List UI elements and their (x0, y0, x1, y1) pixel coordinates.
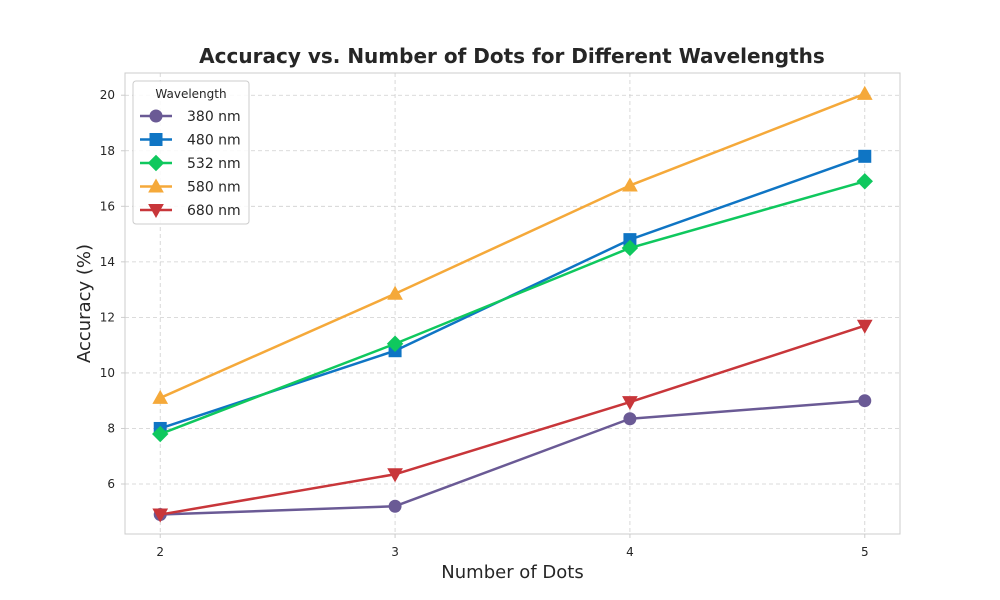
data-point (152, 389, 169, 404)
legend-marker (148, 178, 164, 193)
data-point (387, 285, 403, 300)
y-tick-label: 14 (100, 255, 115, 269)
data-point (388, 499, 402, 513)
legend-item: 580 nm (140, 178, 241, 196)
series-580-nm (152, 85, 873, 404)
legend-title: Wavelength (155, 87, 226, 101)
legend: Wavelength 380 nm 480 nm 532 nm 580 nm 680 n… (132, 80, 250, 225)
legend-marker (149, 133, 163, 146)
legend-item: 532 nm (140, 154, 241, 172)
x-axis-label: Number of Dots (441, 562, 583, 583)
data-point (856, 173, 873, 190)
y-tick-label: 20 (100, 88, 115, 102)
y-tick-label: 18 (100, 144, 115, 158)
series-680-nm (152, 319, 873, 523)
series-layer (152, 85, 873, 523)
series-480-nm (153, 149, 872, 435)
y-tick-label: 12 (100, 310, 115, 324)
data-point (858, 394, 872, 408)
plot-area (124, 72, 901, 535)
series-380-nm (153, 394, 872, 522)
chart-title: Accuracy vs. Number of Dots for Differen… (199, 44, 825, 68)
legend-marker (149, 109, 163, 123)
y-axis-label: Accuracy (%) (74, 244, 95, 363)
legend-item: 380 nm (140, 109, 241, 125)
data-point (856, 85, 873, 100)
data-point (858, 149, 872, 163)
legend-items: 380 nm 480 nm 532 nm 580 nm 680 nm (140, 109, 241, 219)
legend-item: 680 nm (140, 203, 241, 219)
legend-label: 532 nm (187, 156, 241, 172)
legend-label: 680 nm (187, 203, 241, 219)
data-point (622, 177, 638, 192)
y-tick-label: 16 (100, 199, 115, 213)
data-point (622, 396, 638, 411)
axis-ticks: 2 3 4 5 6 8 10 12 14 16 18 20 (100, 88, 869, 559)
data-point (386, 335, 404, 352)
legend-marker (148, 204, 164, 219)
x-tick-label: 4 (626, 545, 634, 559)
x-tick-label: 2 (156, 545, 164, 559)
data-point (856, 319, 873, 334)
series-line (158, 155, 867, 430)
legend-label: 480 nm (187, 133, 241, 149)
series-line (158, 180, 867, 436)
grid (125, 73, 900, 534)
y-tick-label: 10 (100, 366, 115, 380)
legend-item: 480 nm (140, 133, 241, 149)
data-point (152, 425, 169, 443)
series-line (158, 399, 867, 516)
series-532-nm (152, 173, 873, 443)
data-point (623, 412, 637, 426)
legend-label: 580 nm (187, 180, 241, 196)
y-tick-label: 6 (107, 477, 115, 491)
x-tick-label: 3 (391, 545, 399, 559)
x-tick-label: 5 (861, 545, 869, 559)
series-line (158, 92, 867, 400)
y-tick-label: 8 (107, 421, 115, 435)
legend-marker (147, 154, 165, 172)
data-point (621, 239, 639, 257)
data-point (152, 508, 169, 523)
data-point (387, 468, 403, 483)
legend-label: 380 nm (187, 109, 241, 125)
series-line (158, 324, 867, 516)
